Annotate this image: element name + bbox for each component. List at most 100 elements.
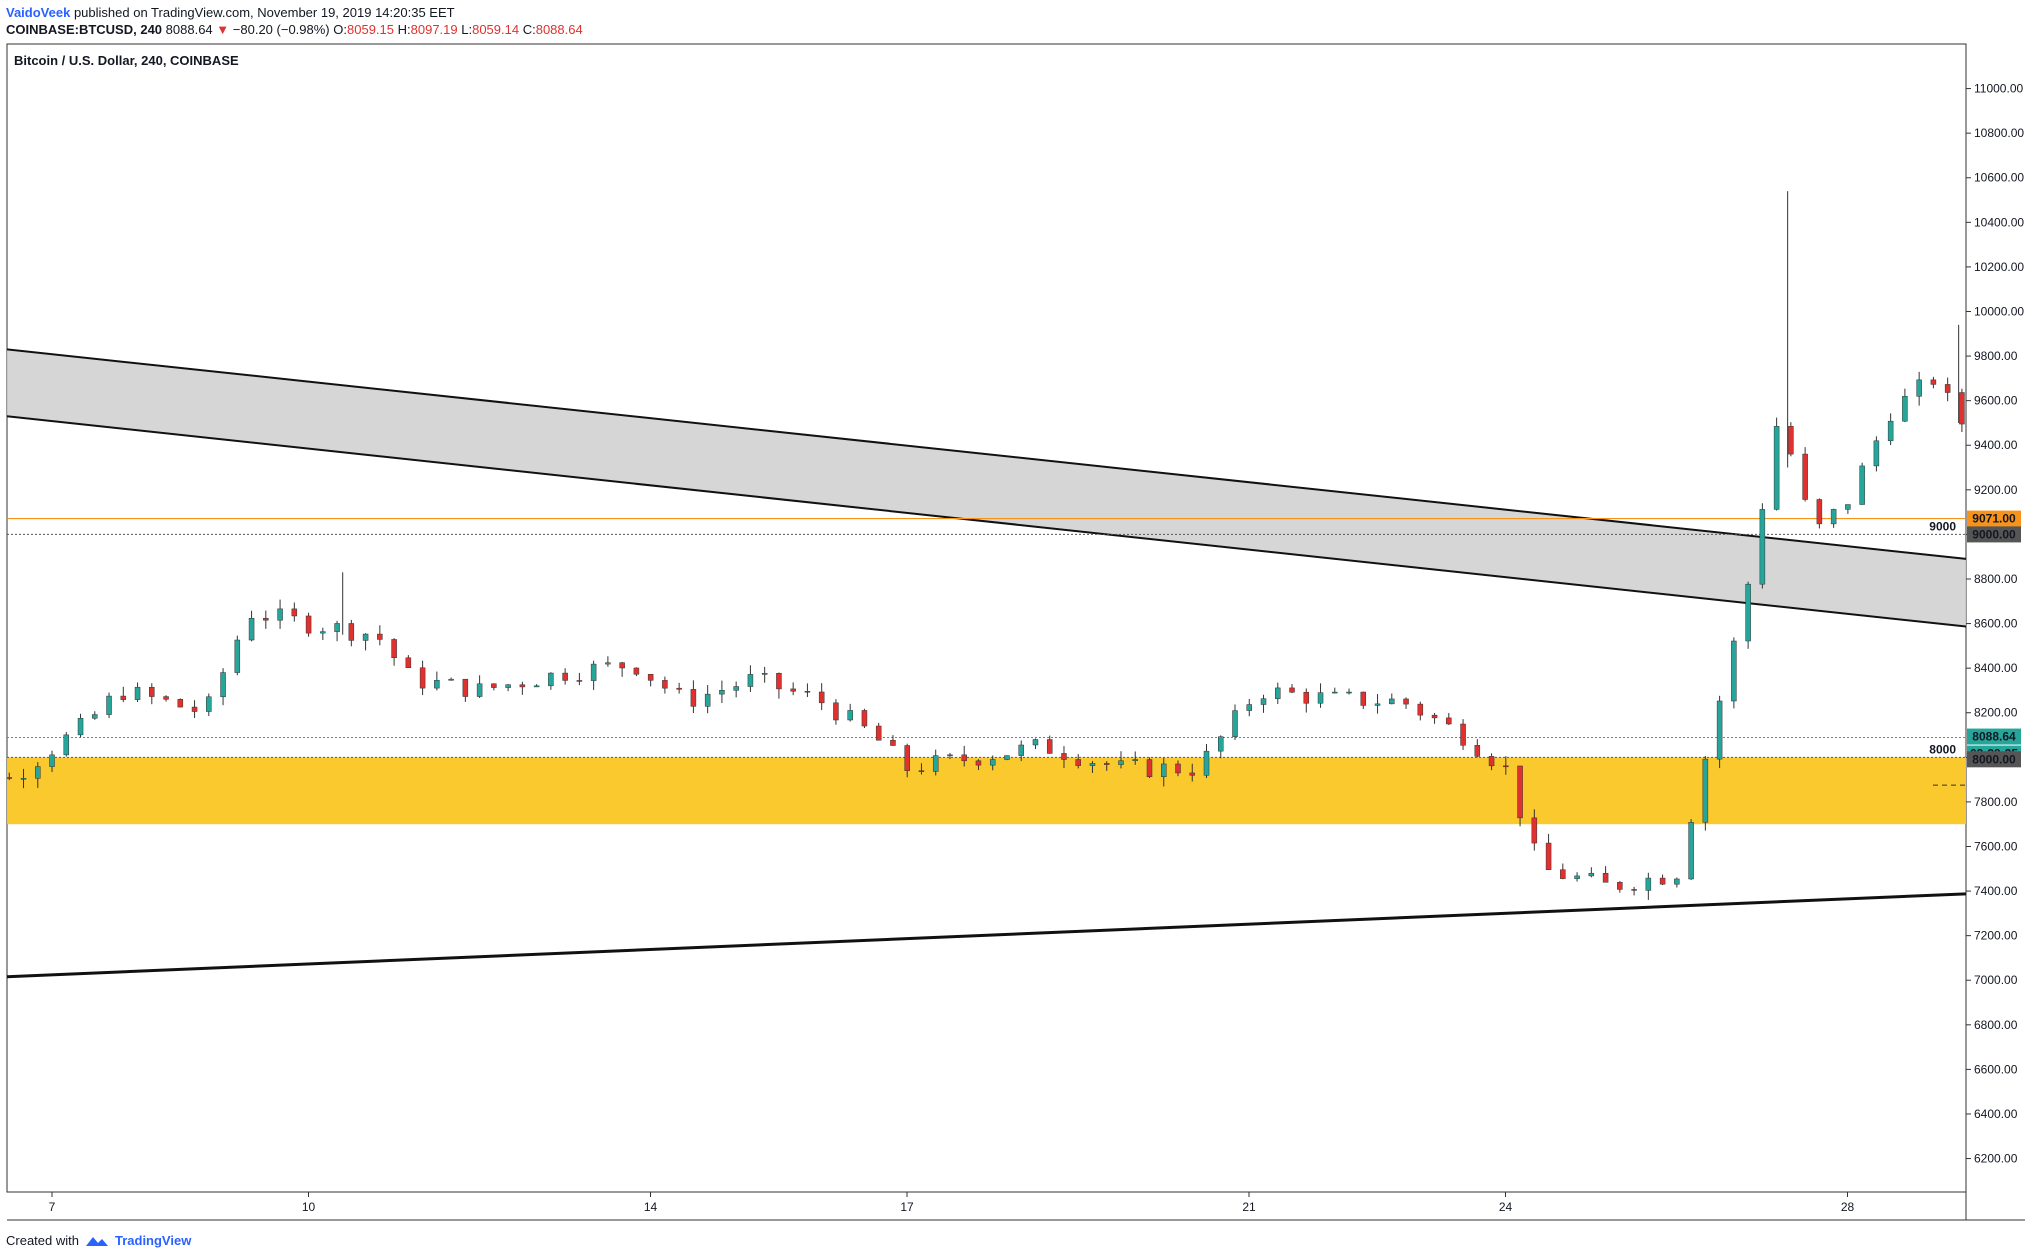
candle-body bbox=[1303, 691, 1310, 704]
publish-bar: VaidoVeek published on TradingView.com, … bbox=[6, 4, 455, 21]
candle-body bbox=[1602, 872, 1609, 883]
candle-body bbox=[348, 623, 355, 641]
candle-body bbox=[1389, 698, 1395, 705]
candle-body bbox=[562, 672, 568, 681]
tradingview-brand-link[interactable]: TradingView bbox=[114, 1233, 192, 1248]
candle-body bbox=[633, 667, 640, 675]
candle-body bbox=[149, 686, 155, 697]
candle-body bbox=[1859, 465, 1865, 505]
price-tag-bg bbox=[1967, 728, 2021, 745]
candle-body bbox=[1959, 392, 1965, 425]
candle-body bbox=[1160, 763, 1167, 778]
author-name[interactable]: VaidoVeek bbox=[6, 5, 71, 20]
candle-body bbox=[1460, 723, 1466, 746]
candle-body bbox=[7, 777, 13, 779]
x-tick-label: 28 bbox=[1841, 1200, 1855, 1214]
candle-body bbox=[1659, 877, 1666, 885]
candle-body bbox=[405, 657, 412, 669]
y-tick-label: 9400.00 bbox=[1974, 438, 2018, 452]
y-tick-label: 7800.00 bbox=[1974, 795, 2018, 809]
candle-body bbox=[1902, 396, 1908, 422]
x-tick-label: 21 bbox=[1242, 1200, 1256, 1214]
candle-body bbox=[277, 608, 283, 621]
candle-body bbox=[1118, 760, 1124, 765]
candle-body bbox=[92, 714, 98, 719]
candle-body bbox=[1731, 640, 1737, 702]
candle-body bbox=[191, 706, 198, 712]
candle-body bbox=[2031, 477, 2036, 484]
candle-body bbox=[391, 639, 397, 659]
candle-body bbox=[961, 754, 967, 762]
candle-body bbox=[947, 754, 953, 757]
candle-body bbox=[163, 696, 169, 700]
candle-body bbox=[1503, 765, 1509, 768]
candle-body bbox=[1517, 765, 1523, 819]
candle-body bbox=[1873, 440, 1880, 467]
candle-body bbox=[1944, 384, 1951, 393]
y-tick-label: 10400.00 bbox=[1974, 215, 2024, 229]
candle-body bbox=[1745, 583, 1751, 642]
y-tick-label: 7400.00 bbox=[1974, 884, 2018, 898]
candle-body bbox=[1845, 504, 1851, 510]
candle-body bbox=[2002, 457, 2007, 472]
y-tick-label: 7600.00 bbox=[1974, 839, 2018, 853]
y-tick-label: 9800.00 bbox=[1974, 349, 2018, 363]
down-arrow-icon: ▼ bbox=[216, 22, 230, 37]
low-label: L: bbox=[461, 22, 473, 37]
footer: Created with TradingView bbox=[6, 1233, 191, 1248]
candle-body bbox=[1916, 379, 1922, 397]
candle-body bbox=[1103, 763, 1110, 765]
candle-body bbox=[619, 662, 625, 669]
price-tag-bg bbox=[1967, 751, 2021, 768]
candle-body bbox=[1688, 822, 1694, 880]
candle-body bbox=[134, 686, 141, 700]
candle-body bbox=[1446, 717, 1452, 725]
y-tick-label: 11000.00 bbox=[1974, 82, 2023, 96]
close-label: C: bbox=[522, 22, 536, 37]
candle-body bbox=[1773, 426, 1780, 510]
candle-body bbox=[291, 608, 298, 617]
candle-body bbox=[263, 618, 269, 621]
candle-body bbox=[377, 633, 383, 640]
candle-body bbox=[704, 693, 711, 707]
support-zone bbox=[7, 757, 1966, 825]
candle-body bbox=[1189, 772, 1196, 776]
candle-body bbox=[505, 684, 511, 688]
candle-body bbox=[1759, 509, 1766, 585]
candle-body bbox=[1332, 691, 1338, 694]
candle-body bbox=[220, 672, 226, 698]
candle-body bbox=[1132, 759, 1138, 761]
candle-body bbox=[1061, 753, 1067, 760]
candle-body bbox=[1089, 763, 1096, 766]
candle-body bbox=[1588, 872, 1595, 877]
y-tick-label: 6200.00 bbox=[1974, 1152, 2018, 1166]
candle-body bbox=[590, 663, 597, 681]
candle-body bbox=[647, 674, 654, 681]
candle-body bbox=[1004, 755, 1010, 760]
candle-body bbox=[1474, 745, 1481, 757]
low-value: 8059.14 bbox=[472, 22, 520, 37]
y-tick-label: 10000.00 bbox=[1974, 304, 2024, 318]
candle-body bbox=[676, 687, 682, 690]
candle-body bbox=[1360, 691, 1367, 706]
candle-body bbox=[1560, 869, 1566, 879]
candle-body bbox=[462, 678, 469, 697]
candle-body bbox=[1674, 878, 1680, 885]
candle-body bbox=[362, 633, 369, 641]
candle-body bbox=[305, 615, 312, 634]
price-tag-8000.00: 8000.00 bbox=[1972, 752, 2016, 766]
price-tag-bg bbox=[1967, 510, 2021, 527]
side-label-9000: 9000 bbox=[1929, 519, 1956, 533]
candle-body bbox=[519, 684, 526, 688]
candle-body bbox=[1218, 736, 1224, 752]
candle-body bbox=[2016, 472, 2021, 477]
candle-body bbox=[49, 754, 55, 767]
candles-group bbox=[7, 191, 2036, 900]
candle-body bbox=[975, 760, 982, 766]
x-tick-label: 7 bbox=[49, 1200, 56, 1214]
candle-body bbox=[334, 623, 340, 632]
price-tag-8088.64: 8088.64 bbox=[1972, 730, 2016, 744]
candle-body bbox=[1431, 714, 1438, 719]
candle-body bbox=[177, 699, 184, 708]
